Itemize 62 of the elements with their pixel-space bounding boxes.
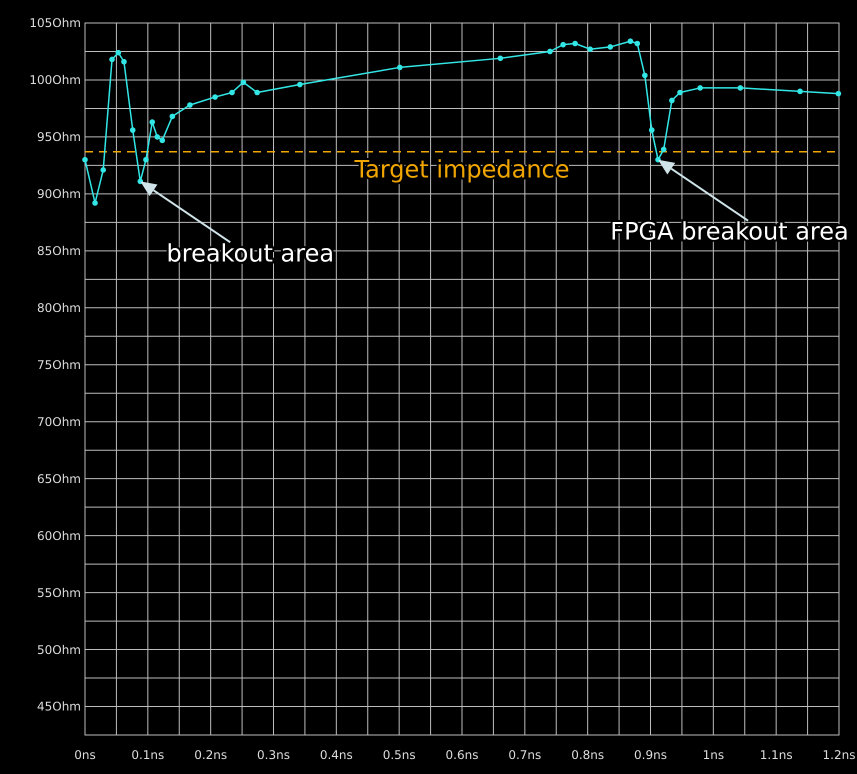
x-tick-label: 0.5ns xyxy=(382,748,416,762)
point xyxy=(297,82,303,88)
y-tick-label: 50Ohm xyxy=(36,642,81,657)
point xyxy=(648,127,655,133)
y-tick-label: 85Ohm xyxy=(36,244,81,258)
y-tick-label: 55Ohm xyxy=(36,586,81,600)
point xyxy=(628,38,634,44)
x-tick-label: 1ns xyxy=(702,748,724,762)
y-tick-label: 60Ohm xyxy=(36,528,81,543)
point xyxy=(498,56,504,62)
x-tick-label: 0ns xyxy=(74,748,96,762)
point xyxy=(229,90,235,96)
point xyxy=(154,134,160,140)
x-tick-label: 0.8ns xyxy=(571,748,604,762)
y-tick-label: 70Ohm xyxy=(36,414,81,429)
point xyxy=(677,90,683,96)
y-tick-label: 100Ohm xyxy=(29,73,81,88)
point xyxy=(240,79,246,86)
point xyxy=(187,102,193,108)
point xyxy=(92,200,98,206)
point xyxy=(797,88,803,94)
point xyxy=(170,114,176,120)
y-tick-label: 75Ohm xyxy=(36,358,81,372)
y-tick-label: 45Ohm xyxy=(36,700,81,714)
point xyxy=(82,156,88,163)
point xyxy=(130,127,136,133)
point xyxy=(738,85,744,91)
point xyxy=(836,90,842,96)
y-tick-label: 65Ohm xyxy=(36,472,81,486)
x-tick-label: 0.6ns xyxy=(446,748,478,762)
x-tick-label: 0.4ns xyxy=(320,748,353,762)
point xyxy=(149,119,156,125)
x-tick-label: 0.9ns xyxy=(634,748,667,762)
point xyxy=(547,48,553,54)
point xyxy=(697,85,703,91)
point xyxy=(634,40,640,46)
x-tick-label: 0.3ns xyxy=(257,748,290,762)
x-tick-label: 1.2ns xyxy=(822,748,856,762)
point xyxy=(100,167,106,173)
y-tick-label: 105Ohm xyxy=(29,16,81,30)
point xyxy=(212,94,218,100)
x-tick-label: 0.1ns xyxy=(131,748,164,762)
point xyxy=(660,146,666,152)
x-tick-label: 0.7ns xyxy=(508,748,542,762)
point xyxy=(560,42,566,48)
x-tick-label: 0.2ns xyxy=(194,748,228,762)
point xyxy=(116,50,122,56)
point xyxy=(572,40,578,46)
point xyxy=(109,56,115,62)
y-tick-label: 80Ohm xyxy=(36,301,81,315)
point xyxy=(587,46,593,52)
y-tick-label: 90Ohm xyxy=(36,187,81,202)
point xyxy=(143,156,149,163)
y-tick-label: 95Ohm xyxy=(36,130,81,144)
x-tick-label: 1.1ns xyxy=(760,748,793,762)
point xyxy=(642,72,648,78)
point xyxy=(254,90,260,96)
point xyxy=(669,98,675,104)
point xyxy=(121,58,127,65)
point xyxy=(607,44,614,50)
point xyxy=(159,138,166,144)
point xyxy=(396,64,403,70)
